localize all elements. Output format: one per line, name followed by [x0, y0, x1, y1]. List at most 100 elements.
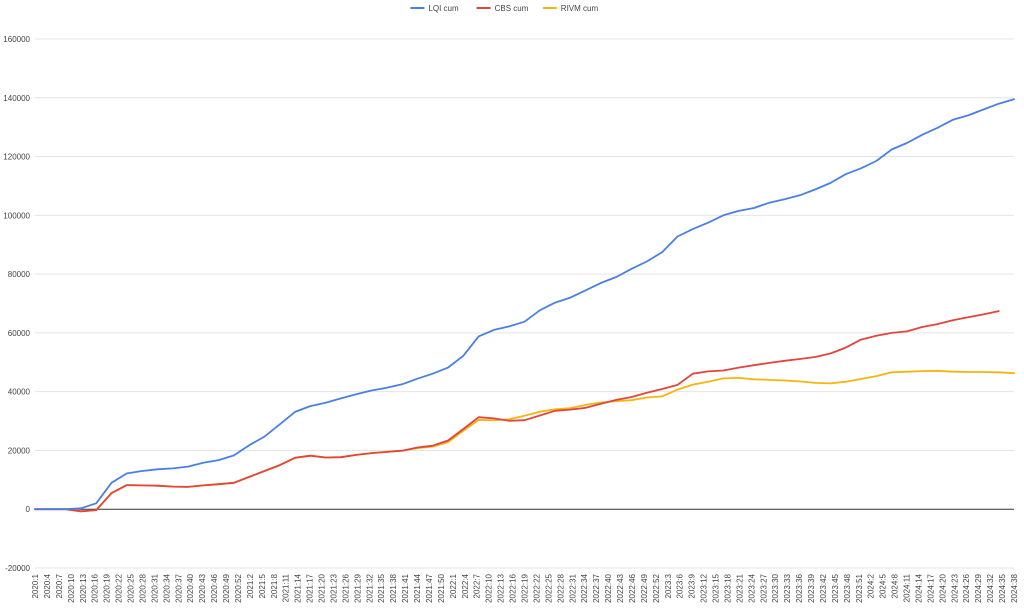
legend-label-lqi-cum: LQI cum: [428, 4, 459, 13]
x-tick-label: 2024:20: [938, 573, 947, 602]
x-tick-label: 2020:4: [43, 573, 52, 598]
x-tick-label: 2024:32: [986, 573, 995, 602]
x-tick-label: 2023:24: [747, 573, 756, 602]
x-tick-label: 2021:41: [401, 573, 410, 602]
x-tick-label: 2020:19: [103, 573, 112, 602]
x-tick-label: 2020:1: [31, 573, 40, 598]
x-tick-label: 2021:32: [365, 573, 374, 602]
x-tick-label: 2023:42: [819, 573, 828, 602]
x-tick-label: 2020:10: [67, 573, 76, 602]
x-tick-label: 2022:37: [592, 573, 601, 602]
x-tick-label: 2020:16: [91, 573, 100, 602]
x-tick-label: 2023:36: [795, 573, 804, 602]
x-axis-tick-labels: 2020:1 2020:4 2020:7 2020:10 2020:13 2020:16 2…: [31, 573, 1019, 602]
x-tick-label: 2021:14: [294, 573, 303, 602]
x-tick-label: 2023:27: [759, 573, 768, 602]
x-tick-label: 2023:48: [843, 573, 852, 602]
y-tick-label: 80000: [8, 270, 31, 279]
x-tick-label: 2023:15: [712, 573, 721, 602]
x-tick-label: 2021:2: [246, 573, 255, 598]
x-tick-label: 2021:35: [377, 573, 386, 602]
x-tick-label: 2020:43: [198, 573, 207, 602]
x-tick-label: 2020:49: [222, 573, 231, 602]
x-tick-label: 2021:11: [282, 573, 291, 602]
x-tick-label: 2022:25: [544, 573, 553, 602]
x-tick-label: 2024:29: [974, 573, 983, 602]
x-tick-label: 2021:50: [437, 573, 446, 602]
x-tick-label: 2022:31: [568, 573, 577, 602]
y-tick-label: 120000: [3, 153, 30, 162]
x-tick-label: 2020:7: [55, 573, 64, 598]
x-tick-label: 2023:51: [855, 573, 864, 602]
grid-lines: [35, 38, 1014, 569]
legend: LQI cum CBS cum RIVM cum: [410, 4, 598, 13]
x-tick-label: 2023:18: [723, 573, 732, 602]
x-tick-label: 2021:5: [258, 573, 267, 598]
series-line-cbs-cum: [34, 310, 1000, 513]
x-tick-label: 2024:14: [914, 573, 923, 602]
x-tick-label: 2020:52: [234, 573, 243, 602]
y-tick-label: 160000: [3, 35, 30, 44]
x-tick-label: 2024:26: [962, 573, 971, 602]
x-tick-label: 2020:34: [162, 573, 171, 602]
x-tick-label: 2023:45: [831, 573, 840, 602]
x-tick-label: 2021:17: [306, 573, 315, 602]
x-tick-label: 2022:16: [509, 573, 518, 602]
x-tick-label: 2020:13: [79, 573, 88, 602]
x-tick-label: 2021:38: [389, 573, 398, 602]
y-tick-label: -20000: [5, 564, 30, 573]
x-tick-label: 2024:23: [950, 573, 959, 602]
y-axis-tick-labels: -20000 0 20000 40000 60000 80000 100000 120000 1…: [3, 35, 30, 573]
legend-label-cbs-cum: CBS cum: [495, 4, 529, 13]
x-tick-label: 2022:40: [604, 573, 613, 602]
x-tick-label: 2022:22: [532, 573, 541, 602]
x-tick-label: 2020:28: [138, 573, 147, 602]
x-tick-label: 2023:39: [807, 573, 816, 602]
x-tick-label: 2022:52: [652, 573, 661, 602]
x-tick-label: 2022:7: [473, 573, 482, 598]
series-lines: [34, 98, 1015, 513]
x-tick-label: 2022:28: [556, 573, 565, 602]
x-tick-label: 2024:38: [1010, 573, 1019, 602]
x-tick-label: 2022:4: [461, 573, 470, 598]
x-tick-label: 2022:46: [628, 573, 637, 602]
y-tick-label: 0: [26, 505, 31, 514]
x-tick-label: 2021:44: [413, 573, 422, 602]
x-tick-label: 2021:47: [425, 573, 434, 602]
x-tick-label: 2021:29: [353, 573, 362, 602]
y-tick-label: 100000: [3, 211, 30, 220]
x-tick-label: 2024:17: [926, 573, 935, 602]
x-tick-label: 2020:46: [210, 573, 219, 602]
x-tick-label: 2024:5: [879, 573, 888, 598]
x-tick-label: 2020:40: [186, 573, 195, 602]
x-tick-label: 2023:30: [771, 573, 780, 602]
series-line-lqi-cum: [34, 98, 1015, 511]
x-tick-label: 2021:20: [318, 573, 327, 602]
x-tick-label: 2022:43: [616, 573, 625, 602]
x-tick-label: 2023:3: [664, 573, 673, 598]
x-tick-label: 2024:11: [903, 573, 912, 602]
x-tick-label: 2020:25: [127, 573, 136, 602]
x-tick-label: 2020:22: [115, 573, 124, 602]
x-tick-label: 2023:33: [783, 573, 792, 602]
x-tick-label: 2022:19: [521, 573, 530, 602]
x-tick-label: 2022:10: [485, 573, 494, 602]
y-tick-label: 40000: [8, 388, 31, 397]
x-tick-label: 2024:2: [867, 573, 876, 598]
x-tick-label: 2023:21: [735, 573, 744, 602]
x-tick-label: 2020:31: [150, 573, 159, 602]
x-tick-label: 2021:8: [270, 573, 279, 598]
x-tick-label: 2024:35: [998, 573, 1007, 602]
x-tick-label: 2021:26: [341, 573, 350, 602]
x-tick-label: 2020:37: [174, 573, 183, 602]
x-tick-label: 2023:12: [700, 573, 709, 602]
legend-label-rivm-cum: RIVM cum: [561, 4, 599, 13]
x-tick-label: 2023:6: [676, 573, 685, 598]
y-tick-label: 140000: [3, 94, 30, 103]
x-tick-label: 2022:13: [497, 573, 506, 602]
x-tick-label: 2022:1: [449, 573, 458, 598]
x-tick-label: 2022:49: [640, 573, 649, 602]
y-tick-label: 20000: [8, 446, 31, 455]
